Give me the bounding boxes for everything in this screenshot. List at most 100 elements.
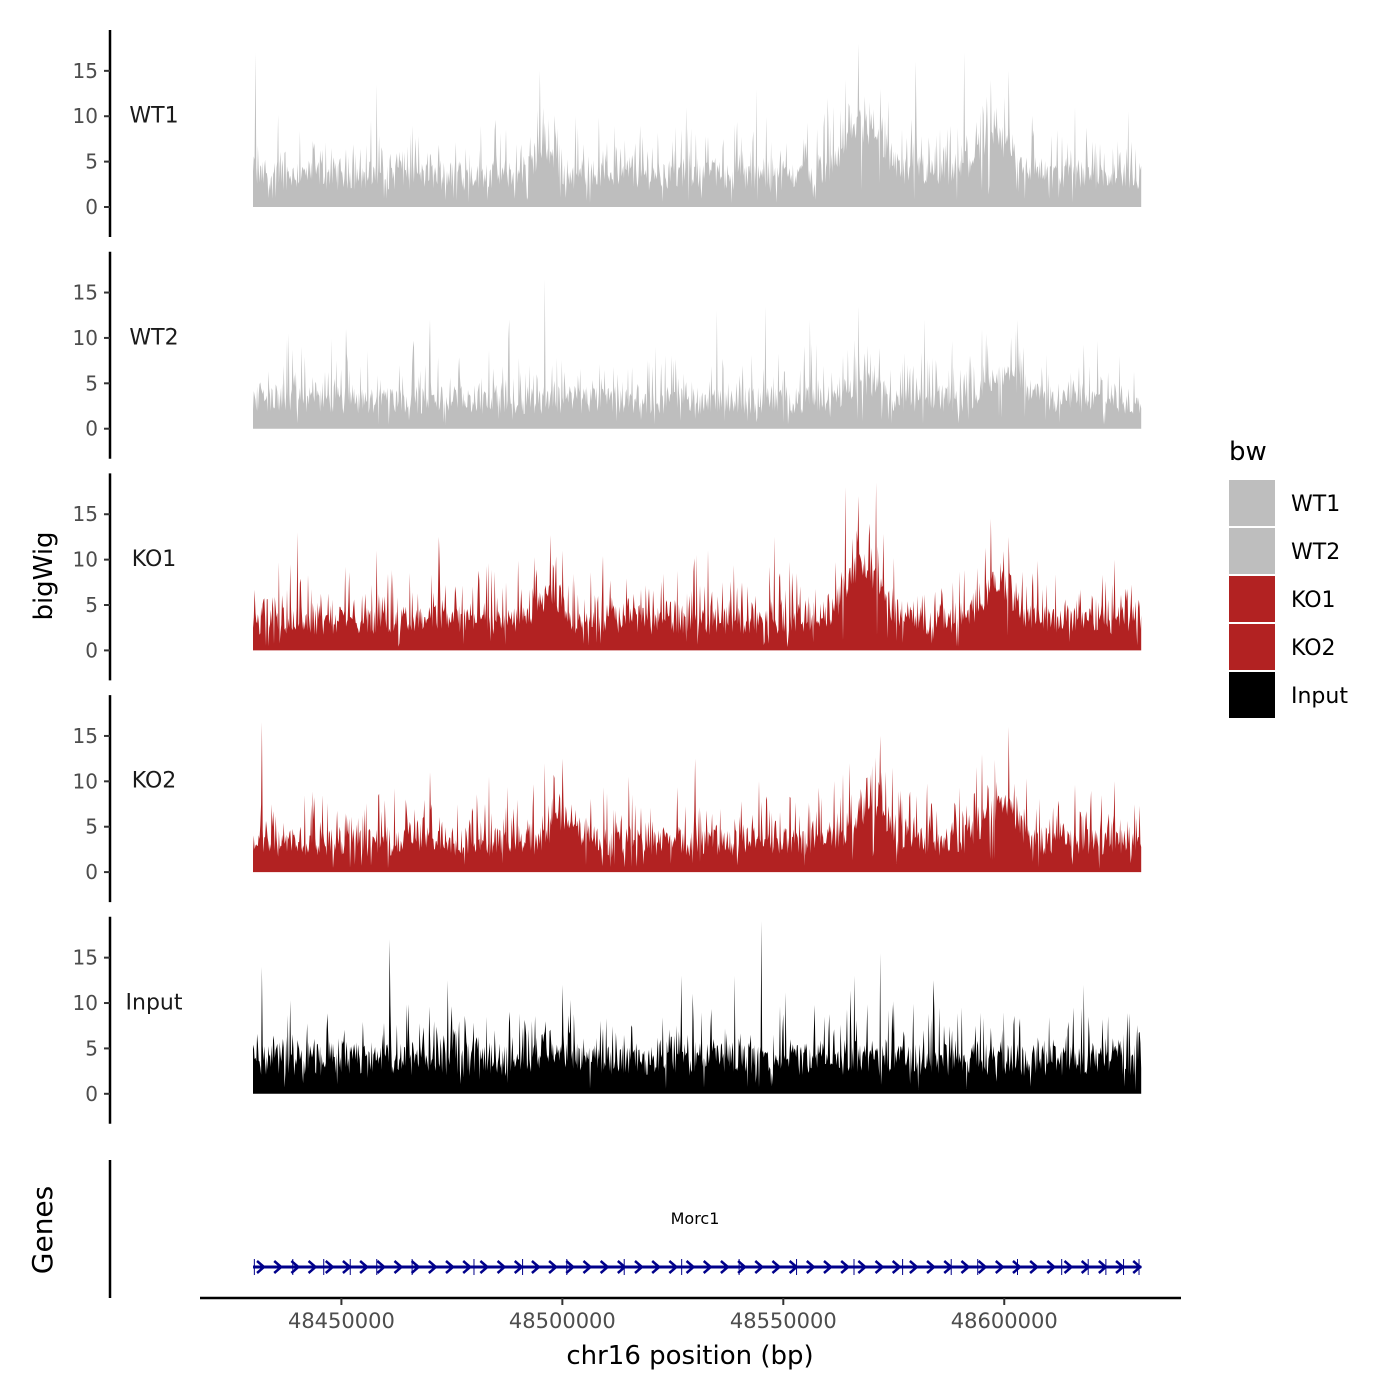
strand-arrow (668, 1260, 679, 1274)
strand-arrow (531, 1260, 541, 1274)
strand-arrow (1029, 1260, 1040, 1274)
legend-title: bw (1229, 437, 1267, 467)
y-tick-label: 15 (73, 502, 98, 526)
strand-arrow (805, 1260, 816, 1274)
track-wt2: 0 5 10 15 WT2 (73, 251, 1142, 459)
legend-key-ko2 (1229, 624, 1275, 670)
strand-arrow (324, 1260, 335, 1274)
y-tick-label: 15 (73, 59, 98, 83)
strand-arrow (393, 1260, 404, 1274)
strand-arrow (634, 1260, 644, 1274)
gene-name-label: Morc1 (671, 1209, 720, 1228)
legend-key-input (1229, 672, 1275, 718)
x-axis-title: chr16 position (bp) (566, 1341, 813, 1371)
y-tick-label: 15 (73, 281, 98, 305)
y-tick-label: 15 (73, 724, 98, 748)
strand-arrow (857, 1260, 868, 1274)
strand-arrow (840, 1260, 851, 1274)
signal-area-wt2 (253, 278, 1142, 429)
track-label: KO1 (132, 547, 177, 572)
strand-arrow (617, 1260, 627, 1274)
track-label: Input (126, 990, 183, 1015)
legend-label: WT1 (1291, 492, 1340, 517)
strand-arrow (376, 1260, 387, 1274)
strand-arrow (565, 1260, 576, 1274)
genes-track-title: Genes (26, 1186, 59, 1274)
strand-arrow (548, 1260, 559, 1274)
legend-label: Input (1291, 684, 1348, 709)
track-wt1: 0 5 10 15 WT1 (73, 30, 1142, 237)
y-tick-label: 10 (73, 326, 98, 350)
strand-arrow (256, 1260, 266, 1274)
genes-track: Genes Morc1 (26, 1160, 1143, 1298)
y-axis-title: bigWig (29, 531, 59, 620)
y-tick-label: 15 (73, 946, 98, 970)
strand-arrow (994, 1260, 1005, 1274)
y-tick-label: 10 (73, 548, 98, 572)
strand-arrow (702, 1260, 713, 1274)
y-tick-label: 5 (85, 815, 98, 839)
x-tick-label: 48550000 (730, 1309, 837, 1333)
track-label: WT1 (129, 104, 178, 129)
y-tick-label: 5 (85, 1036, 98, 1060)
strand-arrow (685, 1260, 696, 1274)
track-ko1: 0 5 10 15 KO1 (73, 473, 1142, 681)
x-tick-label: 48600000 (951, 1309, 1058, 1333)
strand-arrow (273, 1260, 284, 1274)
y-tick-label: 5 (85, 371, 98, 395)
signal-area-input (253, 921, 1142, 1094)
strand-arrow (1132, 1260, 1143, 1274)
strand-arrow (359, 1260, 370, 1274)
y-tick-label: 0 (85, 638, 98, 662)
y-tick-label: 0 (85, 417, 98, 441)
strand-arrow (720, 1260, 730, 1274)
strand-arrow (960, 1260, 971, 1274)
y-tick-label: 0 (85, 1082, 98, 1106)
legend-label: WT2 (1291, 540, 1340, 565)
strand-arrow (1046, 1260, 1057, 1274)
legend-key-wt2 (1229, 528, 1275, 574)
legend: bw WT1 WT2 KO1 KO2 Input (1229, 437, 1348, 718)
strand-arrow (479, 1260, 490, 1274)
x-axis: chr16 position (bp) 48450000 48500000 4855… (200, 1296, 1181, 1371)
strand-arrow (513, 1260, 524, 1274)
y-tick-label: 5 (85, 150, 98, 174)
legend-label: KO1 (1291, 588, 1336, 613)
y-tick-label: 5 (85, 593, 98, 617)
strand-arrow (891, 1260, 902, 1274)
strand-arrow (410, 1260, 421, 1274)
strand-arrow (445, 1260, 455, 1274)
y-tick-label: 10 (73, 991, 98, 1015)
track-input: 0 5 10 15 Input (73, 916, 1142, 1124)
y-tick-label: 10 (73, 769, 98, 793)
x-tick-label: 48500000 (509, 1309, 616, 1333)
y-tick-label: 0 (85, 860, 98, 884)
legend-label: KO2 (1291, 636, 1336, 661)
legend-key-wt1 (1229, 480, 1275, 526)
strand-arrow (496, 1260, 507, 1274)
strand-arrow (754, 1260, 765, 1274)
y-tick-label: 10 (73, 104, 98, 128)
signal-area-ko1 (253, 482, 1142, 651)
strand-arrow (1012, 1260, 1022, 1274)
strand-arrow (651, 1260, 662, 1274)
signal-tracks: 0 5 10 15 WT1 0 5 10 15 WT2 0 5 10 15 KO1 0 5 10 15 KO2 0 5 10… (73, 30, 1142, 1124)
strand-arrow (771, 1260, 782, 1274)
strand-arrow (977, 1260, 988, 1274)
track-label: KO2 (132, 769, 177, 794)
track-label: WT2 (129, 325, 178, 350)
strand-arrow (926, 1260, 936, 1274)
signal-area-ko2 (253, 722, 1142, 873)
track-ko2: 0 5 10 15 KO2 (73, 695, 1142, 903)
y-tick-label: 0 (85, 195, 98, 219)
legend-key-ko1 (1229, 576, 1275, 622)
strand-arrow (1115, 1260, 1125, 1274)
strand-arrow (823, 1260, 833, 1274)
strand-arrow (462, 1260, 473, 1274)
signal-area-wt1 (253, 43, 1142, 207)
strand-arrow (428, 1260, 438, 1274)
strand-arrow (737, 1260, 747, 1274)
strand-arrow (874, 1260, 885, 1274)
strand-arrow (909, 1260, 919, 1274)
strand-arrow (582, 1260, 593, 1274)
